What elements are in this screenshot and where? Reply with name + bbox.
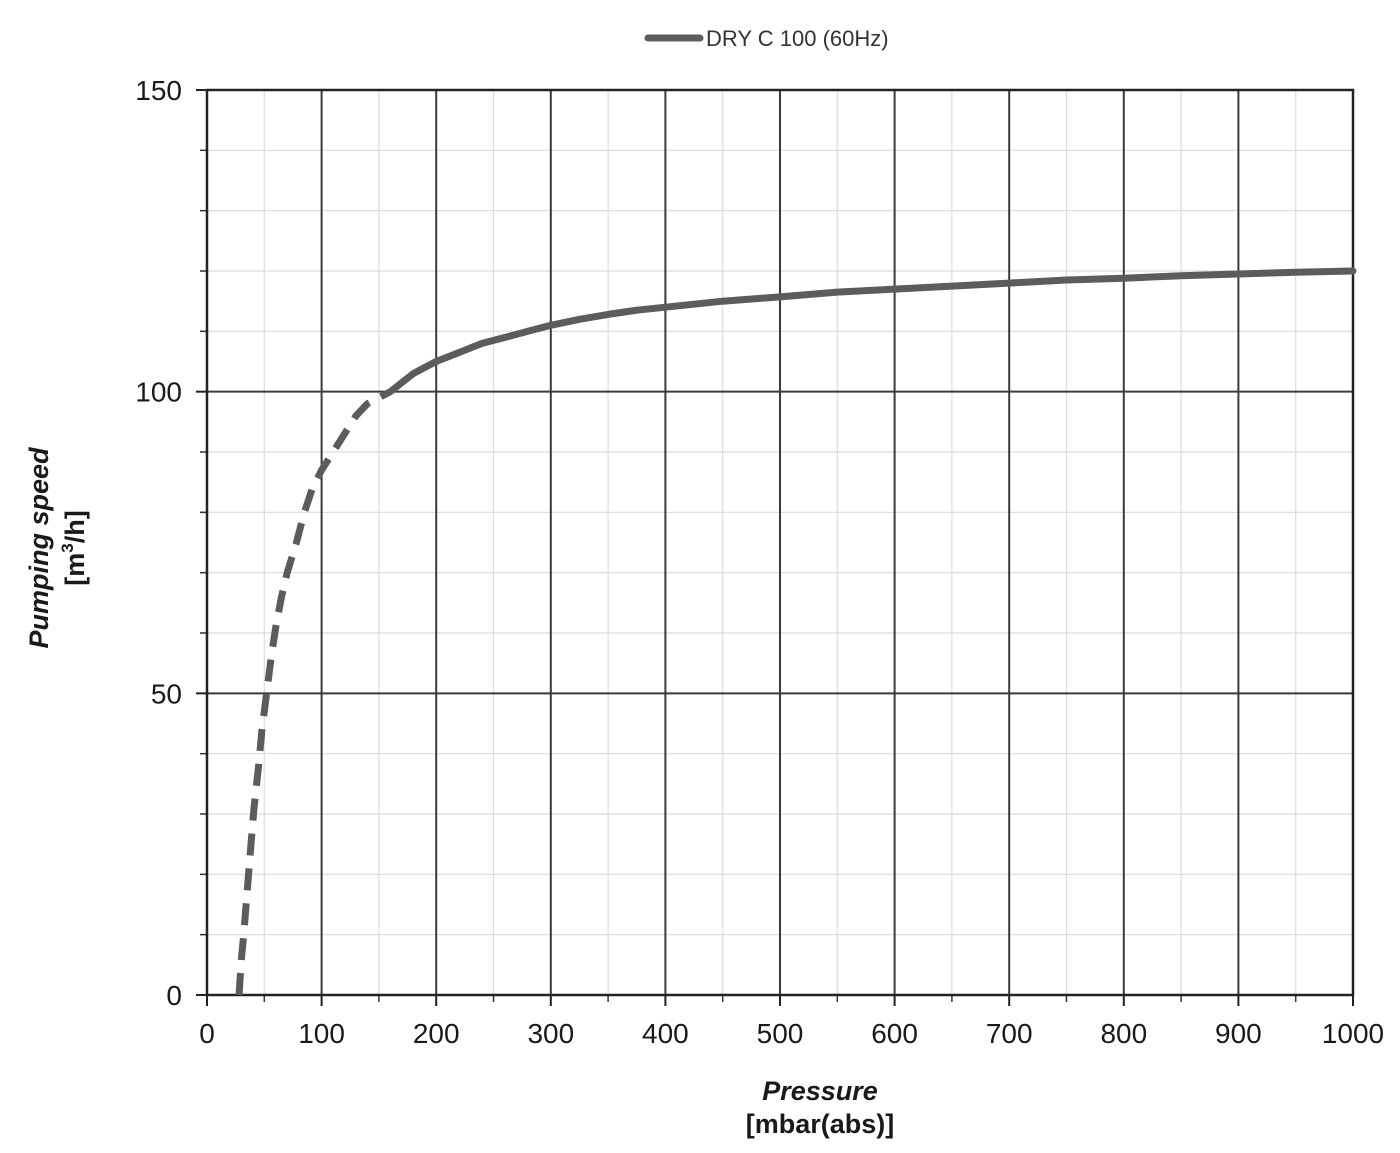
plot-frame xyxy=(205,88,1355,997)
series-layer xyxy=(235,267,1357,996)
x-tick-label: 600 xyxy=(871,1018,918,1049)
x-tick-label: 1000 xyxy=(1322,1018,1384,1049)
x-tick-label: 700 xyxy=(986,1018,1033,1049)
legend-label: DRY C 100 (60Hz) xyxy=(706,26,889,51)
y-axis-label: Pumping speed xyxy=(24,447,54,649)
x-tick-label: 500 xyxy=(757,1018,804,1049)
x-tick-label: 800 xyxy=(1100,1018,1147,1049)
x-axis-unit: [mbar(abs)] xyxy=(746,1109,895,1139)
x-tick-label: 100 xyxy=(298,1018,345,1049)
x-tick-label: 900 xyxy=(1215,1018,1262,1049)
legend: DRY C 100 (60Hz) xyxy=(644,26,889,51)
x-tick-label: 300 xyxy=(527,1018,574,1049)
x-tick-label: 400 xyxy=(642,1018,689,1049)
major-gridlines xyxy=(207,90,1353,995)
series-line-dashed xyxy=(235,388,393,996)
y-axis-unit: [m3/h] xyxy=(58,510,90,585)
axes xyxy=(196,88,1355,1006)
x-tick-label: 0 xyxy=(199,1018,215,1049)
x-tick-label: 200 xyxy=(413,1018,460,1049)
x-axis-label: Pressure xyxy=(762,1076,878,1106)
y-tick-label: 0 xyxy=(166,980,182,1011)
series-line-solid xyxy=(386,267,1357,396)
x-tick-labels: 0 100 200 300 400 500 600 700 800 900 1000 xyxy=(199,1018,1384,1049)
y-tick-label: 100 xyxy=(135,377,182,408)
y-axis-title: Pumping speed [m3/h] xyxy=(24,447,90,649)
y-tick-labels: 0 50 100 150 xyxy=(135,75,182,1011)
x-axis-title: Pressure [mbar(abs)] xyxy=(746,1076,895,1139)
y-tick-label: 50 xyxy=(151,678,182,709)
y-tick-label: 150 xyxy=(135,75,182,106)
